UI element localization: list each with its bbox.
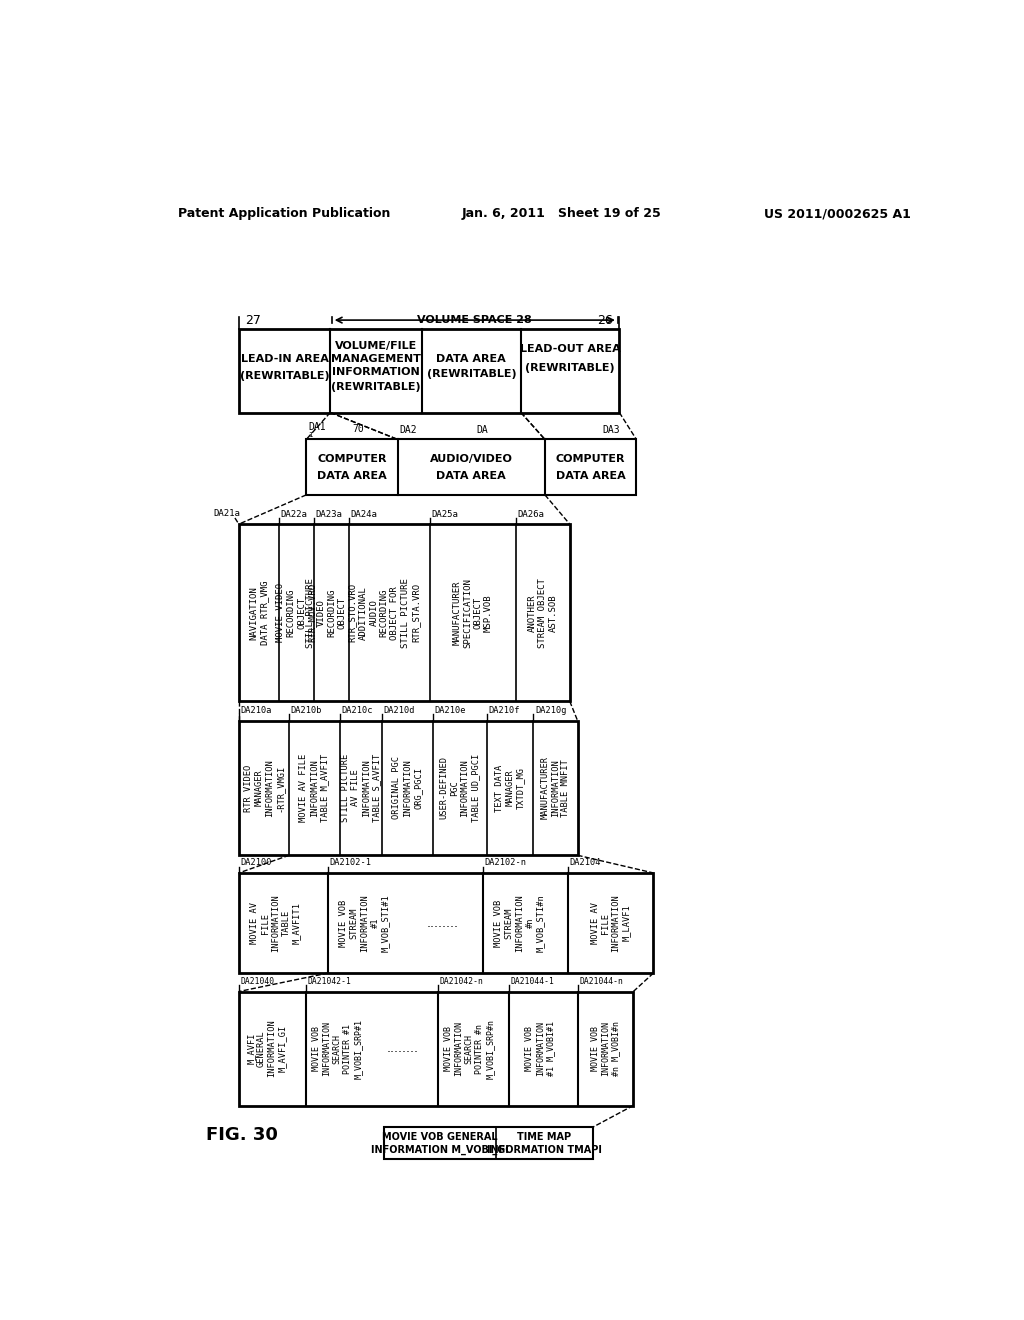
Text: (REWRITABLE): (REWRITABLE) <box>240 371 330 380</box>
Text: LEAD-OUT AREA: LEAD-OUT AREA <box>520 343 621 354</box>
Bar <box>239 873 653 973</box>
Text: MOVIE AV
FILE
INFORMATION
TABLE
M_AVFIT1: MOVIE AV FILE INFORMATION TABLE M_AVFIT1 <box>250 894 301 952</box>
Text: LEAD-IN AREA: LEAD-IN AREA <box>241 354 329 363</box>
Text: DA210d: DA210d <box>384 706 416 715</box>
Text: MOVIE VOB
INFORMATION
SEARCH
POINTER #n
M_VOBI_SRP#n: MOVIE VOB INFORMATION SEARCH POINTER #n … <box>443 1019 495 1078</box>
Text: MANAGEMENT: MANAGEMENT <box>331 354 421 363</box>
Text: INFORMATION M_VOBI_GI: INFORMATION M_VOBI_GI <box>371 1144 509 1155</box>
Text: Patent Application Publication: Patent Application Publication <box>178 207 391 220</box>
Text: (REWRITABLE): (REWRITABLE) <box>331 381 421 392</box>
Text: DA23a: DA23a <box>315 510 342 519</box>
Text: DA25a: DA25a <box>432 510 459 519</box>
Text: MOVIE VOB
INFORMATION
#n M_VOBI#n: MOVIE VOB INFORMATION #n M_VOBI#n <box>591 1022 621 1076</box>
Text: DA210g: DA210g <box>535 706 566 715</box>
Text: VOLUME/FILE: VOLUME/FILE <box>335 342 417 351</box>
Text: MOVIE VOB
INFORMATION
#1 M_VOBI#1: MOVIE VOB INFORMATION #1 M_VOBI#1 <box>525 1022 555 1076</box>
Text: DATA AREA: DATA AREA <box>317 471 387 482</box>
Text: DA21040: DA21040 <box>241 977 274 986</box>
Text: DATA AREA: DATA AREA <box>436 471 506 482</box>
Text: DA210f: DA210f <box>488 706 520 715</box>
Bar <box>239 991 633 1106</box>
Text: MOVIE AV
FILE
INFORMATION
M_LAVF1: MOVIE AV FILE INFORMATION M_LAVF1 <box>591 894 631 952</box>
Text: DA26a: DA26a <box>517 510 544 519</box>
Text: DA2100: DA2100 <box>241 858 272 867</box>
Text: USER-DEFINED
PGC
INFORMATION
TABLE UD_PGCI: USER-DEFINED PGC INFORMATION TABLE UD_PG… <box>439 754 480 822</box>
Text: (REWRITABLE): (REWRITABLE) <box>427 370 516 379</box>
Text: DA21044-1: DA21044-1 <box>511 977 555 986</box>
Bar <box>239 524 569 701</box>
Text: MOVIE AV FILE
INFORMATION
TABLE M_AVFIT: MOVIE AV FILE INFORMATION TABLE M_AVFIT <box>299 754 330 822</box>
Text: VOLUME SPACE 28: VOLUME SPACE 28 <box>418 315 532 325</box>
Text: ........: ........ <box>426 916 459 929</box>
Text: ORIGINAL PGC
INFORMATION
ORG_PGCI: ORIGINAL PGC INFORMATION ORG_PGCI <box>392 756 422 820</box>
Text: DA24a: DA24a <box>350 510 377 519</box>
Text: COMPUTER: COMPUTER <box>556 454 626 463</box>
Bar <box>306 440 636 495</box>
Text: Jan. 6, 2011   Sheet 19 of 25: Jan. 6, 2011 Sheet 19 of 25 <box>461 207 662 220</box>
Text: US 2011/0002625 A1: US 2011/0002625 A1 <box>764 207 910 220</box>
Text: M_AVFI
GENERAL
INFORMATION
M_AVFI_GI: M_AVFI GENERAL INFORMATION M_AVFI_GI <box>247 1019 287 1077</box>
Text: DA21044-n: DA21044-n <box>579 977 623 986</box>
Text: ANOTHER
STREAM OBJECT
AST.SOB: ANOTHER STREAM OBJECT AST.SOB <box>527 578 557 648</box>
Text: DA2102-1: DA2102-1 <box>330 858 372 867</box>
Text: DA210a: DA210a <box>241 706 272 715</box>
Text: DATA AREA: DATA AREA <box>436 354 506 363</box>
Bar <box>239 721 578 855</box>
Text: 1: 1 <box>308 432 313 438</box>
Text: DA210c: DA210c <box>341 706 373 715</box>
Text: RTR VIDEO
MANAGER
INFORMATION
-RTR_VMGI: RTR VIDEO MANAGER INFORMATION -RTR_VMGI <box>244 759 284 817</box>
Text: COMPUTER: COMPUTER <box>317 454 387 463</box>
Text: DA210b: DA210b <box>291 706 323 715</box>
Text: DA2: DA2 <box>399 425 417 436</box>
Text: DA21a: DA21a <box>213 510 240 517</box>
Text: MOVIE VOB
STREAM
INFORMATION
#1
M_VOB_STI#1: MOVIE VOB STREAM INFORMATION #1 M_VOB_ST… <box>340 894 390 952</box>
Text: DA2104: DA2104 <box>569 858 601 867</box>
Text: DA: DA <box>477 425 488 436</box>
Text: 27: 27 <box>245 314 261 326</box>
Text: DA1: DA1 <box>308 422 327 432</box>
Text: MANUFACTURER
INFORMATION
TABLE MNFIT: MANUFACTURER INFORMATION TABLE MNFIT <box>541 756 570 820</box>
Text: DA3: DA3 <box>602 425 620 436</box>
Bar <box>422 330 521 412</box>
Text: INFORMATION: INFORMATION <box>332 367 420 376</box>
Text: TIME MAP: TIME MAP <box>517 1133 571 1142</box>
Text: STILL PICTURE
AV FILE
INFORMATION
TABLE S_AVFIT: STILL PICTURE AV FILE INFORMATION TABLE … <box>341 754 381 822</box>
Text: FIG. 30: FIG. 30 <box>206 1126 278 1143</box>
Text: MOVIE VIDEO
RECORDING
OBJECT
RTR_MOV.VRO: MOVIE VIDEO RECORDING OBJECT RTR_MOV.VRO <box>276 583 316 643</box>
Text: DATA AREA: DATA AREA <box>556 471 626 482</box>
Text: TEXT DATA
MANAGER
TXTDT_MG: TEXT DATA MANAGER TXTDT_MG <box>496 764 525 812</box>
Text: MOVIE VOB
STREAM
INFORMATION
#n
M_VOB_STI#n: MOVIE VOB STREAM INFORMATION #n M_VOB_ST… <box>495 894 545 952</box>
Text: 70: 70 <box>352 424 365 434</box>
Text: MOVIE VOB GENERAL: MOVIE VOB GENERAL <box>382 1133 498 1142</box>
Text: DA210e: DA210e <box>434 706 466 715</box>
Text: 26: 26 <box>597 314 613 326</box>
Text: DA2102-n: DA2102-n <box>484 858 526 867</box>
Text: NAVIGATION
DATA RTR_VMG: NAVIGATION DATA RTR_VMG <box>249 581 268 645</box>
Bar <box>384 1127 593 1159</box>
Text: MOVIE VOB
INFORMATION
SEARCH
POINTER #1
M_VOBI_SRP#1: MOVIE VOB INFORMATION SEARCH POINTER #1 … <box>312 1019 362 1078</box>
Text: AUDIO/VIDEO: AUDIO/VIDEO <box>430 454 513 463</box>
Text: INFORMATION TMAPI: INFORMATION TMAPI <box>486 1146 602 1155</box>
Text: MANUFACTURER
SPECIFICATION
OBJECT
MSP.VOB: MANUFACTURER SPECIFICATION OBJECT MSP.VO… <box>453 578 493 648</box>
Text: ADDITIONAL
AUDIO
RECORDING
OBJECT FOR
STILL PICTURE
RTR_STA.VRO: ADDITIONAL AUDIO RECORDING OBJECT FOR ST… <box>359 578 420 648</box>
Text: (REWRITABLE): (REWRITABLE) <box>525 363 615 372</box>
Text: STILL PICTURE
VIDEO
RECORDING
OBJECT
RTR_STO.VRO: STILL PICTURE VIDEO RECORDING OBJECT RTR… <box>306 578 356 648</box>
Text: DA22a: DA22a <box>281 510 307 519</box>
Bar <box>239 330 620 412</box>
Text: DA21042-1: DA21042-1 <box>308 977 351 986</box>
Text: DA21042-n: DA21042-n <box>439 977 483 986</box>
Text: ........: ........ <box>387 1041 419 1055</box>
